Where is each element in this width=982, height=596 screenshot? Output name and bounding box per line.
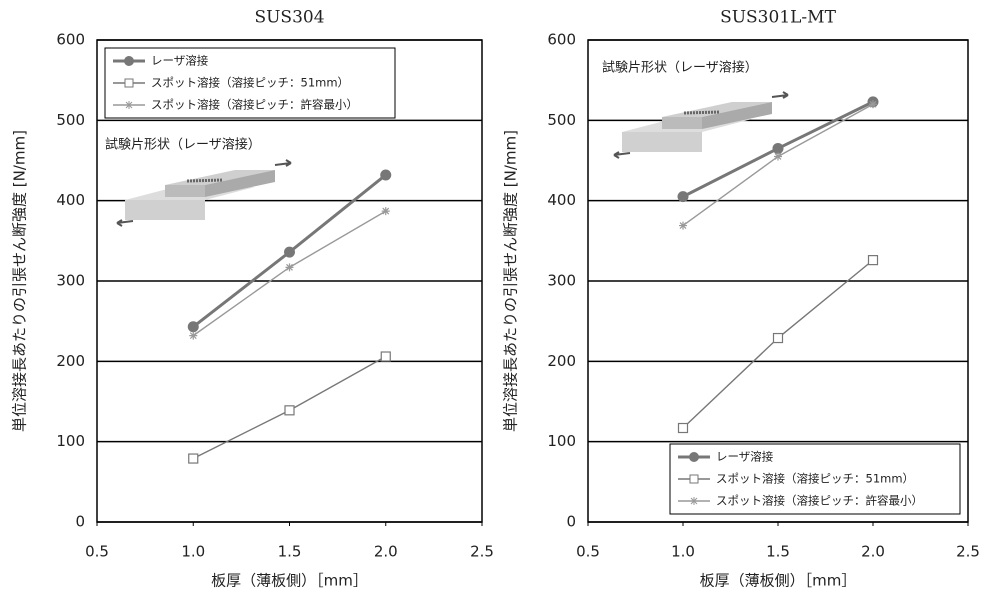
legend-label: スポット溶接（溶接ピッチ：許容最小）: [151, 98, 358, 112]
point: [381, 352, 390, 361]
legend-marker: [689, 452, 699, 462]
y-tick-label: 600: [56, 31, 85, 49]
point: [869, 100, 877, 108]
point: [679, 424, 688, 433]
plate: [165, 185, 205, 197]
legend-symbol: [690, 475, 698, 483]
x-tick-label: 2.5: [470, 543, 494, 561]
plate: [662, 117, 702, 129]
arrow: [275, 160, 291, 166]
x-tick-label: 1.0: [671, 543, 695, 561]
y-tick-label: 200: [547, 352, 576, 370]
y-tick-label: 0: [75, 513, 85, 531]
legend-symbol: [124, 56, 134, 66]
y-tick-label: 500: [547, 111, 576, 129]
x-tick-label: 2.5: [956, 543, 980, 561]
x-axis-label: 板厚（薄板側）［mm］: [700, 572, 857, 590]
legend-label: スポット溶接（溶接ピッチ：許容最小）: [716, 494, 923, 508]
y-tick-label: 0: [566, 513, 576, 531]
legend-marker: [125, 101, 133, 109]
y-tick-label: 400: [547, 191, 576, 209]
y-tick-label: 300: [56, 272, 85, 290]
legend-symbol: [125, 79, 133, 87]
y-tick-label: 600: [547, 31, 576, 49]
legend-symbol: [125, 101, 133, 109]
point: [189, 332, 197, 340]
legend-label: スポット溶接（溶接ピッチ：51mm）: [151, 76, 349, 90]
point: [679, 222, 687, 230]
legend-symbol: [689, 452, 699, 462]
series-line: [193, 211, 386, 336]
y-tick-label: 200: [56, 352, 85, 370]
chart-title: SUS301L-MT: [720, 8, 837, 28]
legend-label: レーザ溶接: [716, 450, 774, 464]
arrow: [772, 92, 788, 98]
point: [382, 207, 390, 215]
legend-marker: [124, 56, 134, 66]
arrow: [117, 220, 133, 226]
point: [774, 152, 782, 160]
point: [285, 406, 294, 415]
y-tick-label: 500: [56, 111, 85, 129]
y-tick-label: 100: [56, 432, 85, 450]
y-tick-label: 400: [56, 191, 85, 209]
legend-symbol: [690, 497, 698, 505]
point: [189, 454, 198, 463]
point: [774, 334, 783, 343]
x-tick-label: 2.0: [861, 543, 885, 561]
legend-label: スポット溶接（溶接ピッチ：51mm）: [716, 472, 914, 486]
specimen-pictogram: [117, 160, 291, 226]
arrow: [614, 152, 630, 158]
legend-marker: [690, 475, 698, 483]
y-tick-label: 300: [547, 272, 576, 290]
point: [678, 191, 689, 202]
point: [869, 256, 878, 265]
chart-title: SUS304: [254, 8, 324, 28]
point: [284, 247, 295, 258]
x-tick-label: 1.5: [278, 543, 302, 561]
x-tick-label: 0.5: [576, 543, 600, 561]
x-tick-label: 1.0: [181, 543, 205, 561]
x-tick-label: 2.0: [374, 543, 398, 561]
point: [380, 169, 391, 180]
annotation: 試験片形状（レーザ溶接）: [105, 137, 261, 153]
point: [188, 321, 199, 332]
legend-marker: [690, 497, 698, 505]
y-axis-label: 単位溶接長あたりの引張せん断強度 [N/mm]: [11, 130, 29, 432]
y-axis-label: 単位溶接長あたりの引張せん断強度 [N/mm]: [502, 130, 520, 432]
x-tick-label: 1.5: [766, 543, 790, 561]
plate: [622, 132, 702, 152]
specimen-pictogram: [614, 92, 788, 158]
series-line: [683, 260, 873, 428]
y-tick-label: 100: [547, 432, 576, 450]
point: [286, 263, 294, 271]
annotation: 試験片形状（レーザ溶接）: [602, 60, 758, 76]
figure: SUS304 0 100 200 300 400 500 600 0.5 1.0 1.5 2.0 2.5…: [0, 0, 982, 596]
point: [773, 143, 784, 154]
x-axis-label: 板厚（薄板側）［mm］: [211, 572, 368, 590]
plate: [125, 200, 205, 220]
legend-marker: [125, 79, 133, 87]
x-tick-label: 0.5: [85, 543, 109, 561]
legend-label: レーザ溶接: [151, 54, 209, 68]
